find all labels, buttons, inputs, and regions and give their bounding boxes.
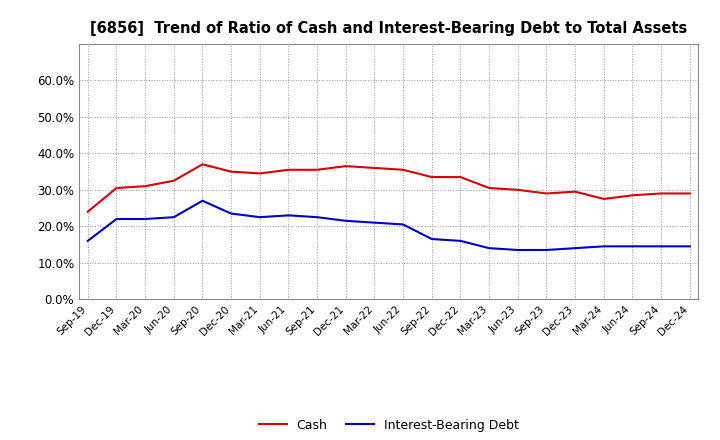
- Interest-Bearing Debt: [84, 238, 92, 243]
- Cash: [657, 191, 665, 196]
- Title: [6856]  Trend of Ratio of Cash and Interest-Bearing Debt to Total Assets: [6856] Trend of Ratio of Cash and Intere…: [90, 21, 688, 36]
- Cash: [399, 167, 408, 172]
- Cash: [141, 183, 150, 189]
- Interest-Bearing Debt: [341, 218, 350, 224]
- Interest-Bearing Debt: [370, 220, 379, 225]
- Cash: [542, 191, 551, 196]
- Interest-Bearing Debt: [256, 215, 264, 220]
- Cash: [571, 189, 580, 194]
- Cash: [169, 178, 178, 183]
- Interest-Bearing Debt: [284, 213, 293, 218]
- Cash: [485, 185, 493, 191]
- Interest-Bearing Debt: [685, 244, 694, 249]
- Interest-Bearing Debt: [513, 247, 522, 253]
- Cash: [112, 185, 121, 191]
- Interest-Bearing Debt: [600, 244, 608, 249]
- Interest-Bearing Debt: [428, 236, 436, 242]
- Cash: [685, 191, 694, 196]
- Cash: [600, 196, 608, 202]
- Interest-Bearing Debt: [571, 246, 580, 251]
- Interest-Bearing Debt: [312, 215, 321, 220]
- Cash: [456, 174, 465, 180]
- Cash: [628, 193, 636, 198]
- Cash: [84, 209, 92, 214]
- Interest-Bearing Debt: [198, 198, 207, 203]
- Interest-Bearing Debt: [628, 244, 636, 249]
- Legend: Cash, Interest-Bearing Debt: Cash, Interest-Bearing Debt: [253, 413, 525, 438]
- Line: Interest-Bearing Debt: Interest-Bearing Debt: [88, 201, 690, 250]
- Cash: [256, 171, 264, 176]
- Interest-Bearing Debt: [456, 238, 465, 243]
- Interest-Bearing Debt: [485, 246, 493, 251]
- Interest-Bearing Debt: [112, 216, 121, 222]
- Interest-Bearing Debt: [657, 244, 665, 249]
- Interest-Bearing Debt: [542, 247, 551, 253]
- Cash: [198, 161, 207, 167]
- Cash: [341, 164, 350, 169]
- Cash: [370, 165, 379, 171]
- Cash: [284, 167, 293, 172]
- Cash: [312, 167, 321, 172]
- Cash: [227, 169, 235, 174]
- Interest-Bearing Debt: [169, 215, 178, 220]
- Cash: [428, 174, 436, 180]
- Interest-Bearing Debt: [141, 216, 150, 222]
- Interest-Bearing Debt: [399, 222, 408, 227]
- Interest-Bearing Debt: [227, 211, 235, 216]
- Cash: [513, 187, 522, 192]
- Line: Cash: Cash: [88, 164, 690, 212]
